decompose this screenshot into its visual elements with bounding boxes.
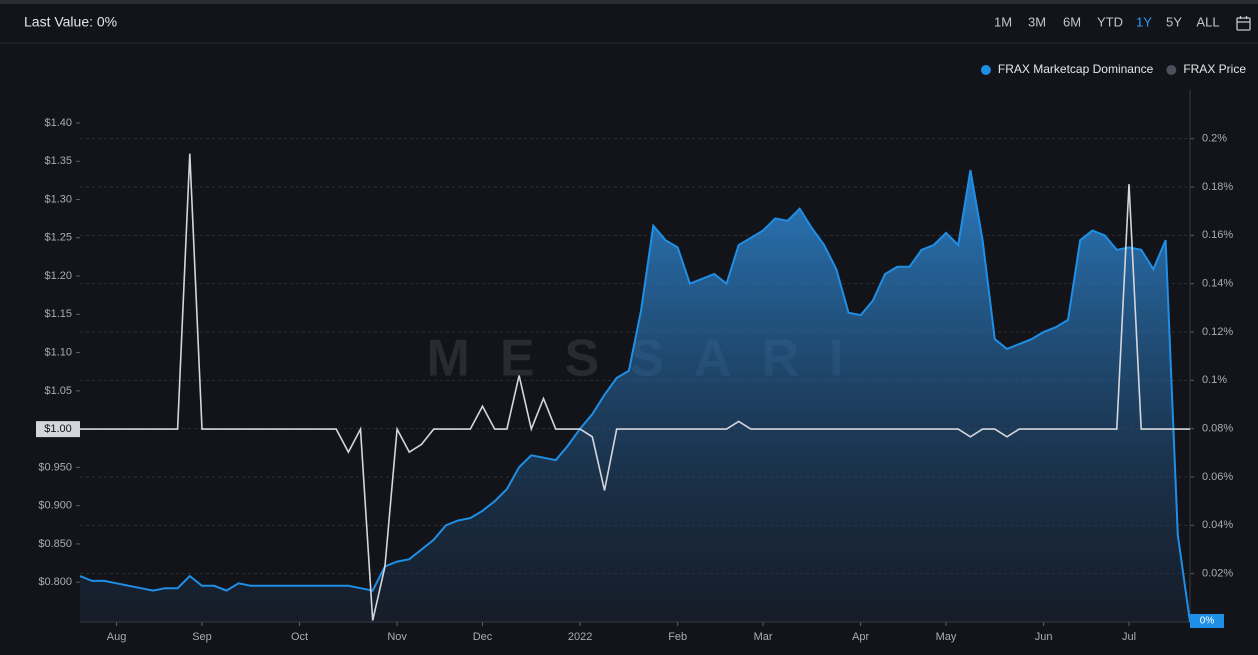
y2-tick-label: 0.02% [1202,568,1233,580]
y2-tick-label: 0.08% [1202,423,1233,435]
y-tick-label: $1.10 [44,346,72,358]
y-tick-label: $1.40 [44,117,72,129]
x-tick-label: Dec [473,631,493,643]
line [79,169,1191,623]
legend-label: FRAX Price [1183,62,1246,76]
y2-tick-label: 0.18% [1202,181,1233,193]
legend: FRAX Price FRAX Marketcap Dominance [980,62,1246,76]
y-tick-label: $0.900 [38,500,72,512]
y-tick-label: $0.850 [38,538,72,550]
range-button[interactable]: YTD [1097,14,1123,29]
y2-tick-label: 0.04% [1202,519,1233,531]
last-value-tag [1190,614,1224,628]
plot: MESSARI0.02%0.04%0.06%0.08%0.1%0.12%0.14… [36,62,1246,643]
y-tick-label: $0.800 [38,576,72,588]
x-tick-label: Apr [852,631,869,643]
y2-tick-label: 0.14% [1202,278,1233,290]
y-tick-label: $0.950 [38,461,72,473]
y-tick-label: $1.30 [44,193,72,205]
range-button[interactable]: ALL [1196,14,1219,29]
range-button[interactable]: 1M [994,14,1012,29]
last-value-label: $1.00 [44,423,72,435]
range-selector: 1M 3M 6M YTD 1Y 5Y ALL [994,14,1220,29]
x-tick-label: 2022 [568,631,592,643]
x-tick-label: Sep [192,631,212,643]
legend-marker [1166,65,1177,75]
x-tick-label: Feb [668,631,687,643]
last-value: Last Value: 0% [24,14,117,30]
last-value-label: 0% [1200,616,1215,627]
legend-label: FRAX Marketcap Dominance [998,62,1154,76]
y-tick-label: $1.25 [44,232,72,244]
y-tick-label: $1.05 [44,385,72,397]
x-tick-label: Nov [387,631,407,643]
x-tick-label: Aug [107,631,127,643]
x-tick-label: Jun [1035,631,1053,643]
range-button[interactable]: 5Y [1166,14,1182,29]
range-button[interactable]: 3M [1028,14,1046,29]
x-tick-label: Oct [291,631,308,643]
y2-tick-label: 0.1% [1202,374,1227,386]
y-tick-label: $1.20 [44,270,72,282]
last-value-tag [36,421,80,438]
range-button[interactable]: 6M [1063,14,1081,29]
y-tick-label: $1.35 [44,155,72,167]
y2-tick-label: 0.2% [1202,133,1227,145]
y-tick-label: $1.15 [44,308,72,320]
legend-marker [980,65,991,75]
line [80,153,1190,621]
y2-tick-label: 0.16% [1202,229,1233,241]
area [80,170,1190,622]
y2-tick-label: 0.06% [1202,471,1233,483]
top-strip [0,0,1258,4]
x-tick-label: Jul [1122,631,1136,643]
range-button[interactable]: 1Y [1136,14,1152,29]
x-tick-label: May [936,631,957,643]
x-tick-label: Mar [754,631,773,643]
calendar-icon[interactable] [1236,16,1251,31]
y2-tick-label: 0.12% [1202,326,1233,338]
